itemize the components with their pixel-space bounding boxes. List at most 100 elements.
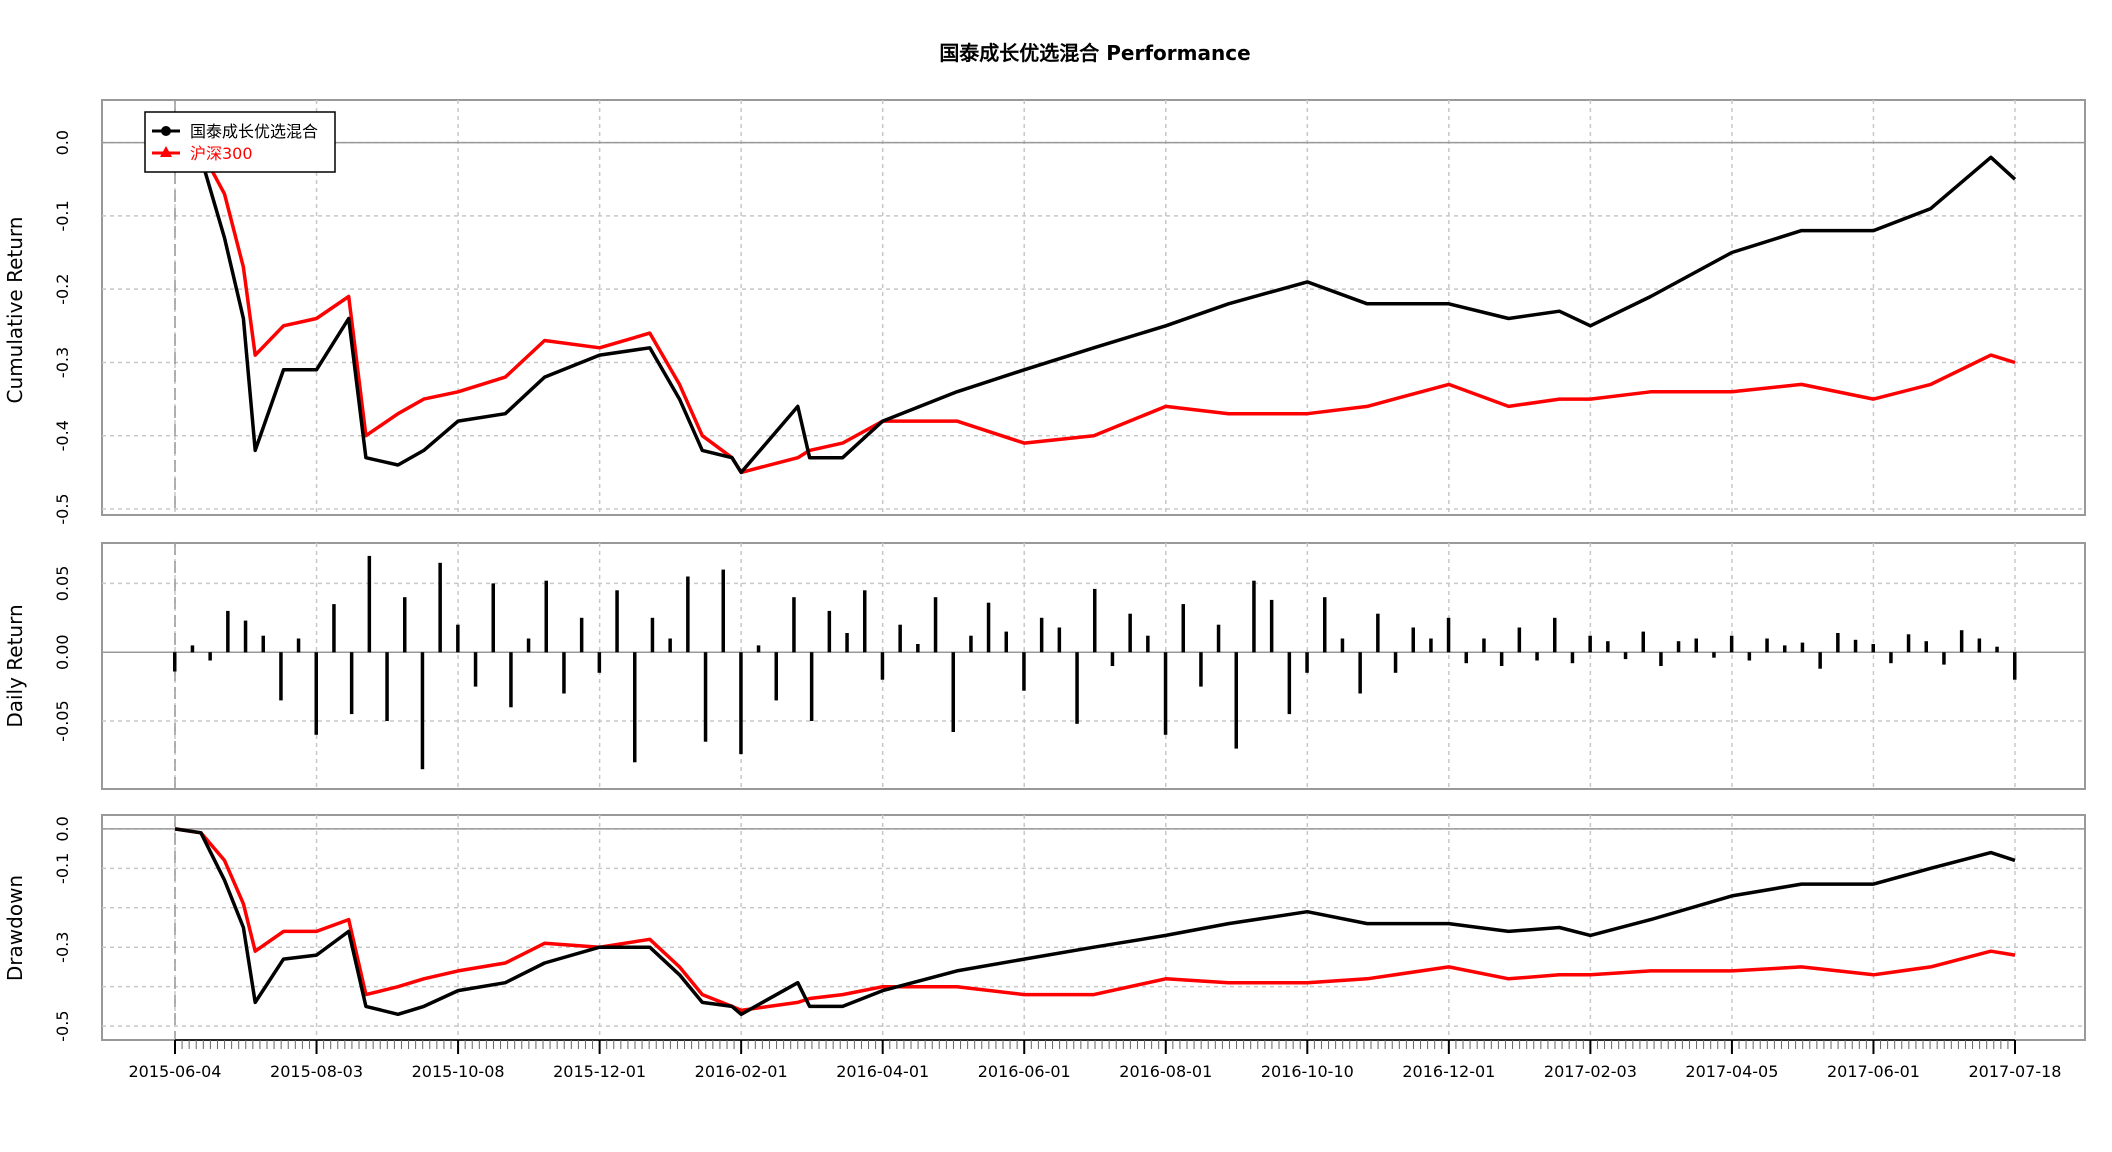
daily-return-bar — [1712, 652, 1716, 658]
legend-box — [144, 111, 336, 173]
daily-return-bar — [1942, 652, 1946, 665]
y-tick-label: -0.2 — [53, 274, 72, 305]
series-line-benchmark — [174, 140, 2016, 475]
legend-benchmark-label: 沪深300 — [190, 144, 253, 163]
daily-return-bar — [1181, 604, 1185, 653]
daily-return-bar — [1676, 641, 1681, 653]
cumulative-grid — [102, 100, 2085, 515]
daily-return-bar — [933, 597, 938, 653]
daily-return-bar — [898, 624, 902, 653]
daily-return-bar — [1977, 638, 1982, 653]
daily-return-bar — [332, 604, 336, 653]
daily-return-bar — [1216, 624, 1221, 653]
daily-return-bar — [1093, 588, 1097, 653]
daily-return-bar — [668, 638, 672, 653]
series-line-fund — [174, 141, 2017, 475]
daily-return-bar — [1889, 652, 1893, 664]
daily-return-bar — [739, 652, 743, 755]
daily-return-bar — [208, 652, 212, 661]
daily-return-bar — [863, 590, 867, 653]
daily-return-bar — [1800, 642, 1805, 653]
daily-return-bar — [1659, 652, 1663, 666]
daily-return-bar — [279, 652, 283, 701]
daily-return-bar — [1446, 617, 1451, 653]
daily-return-bar — [1004, 631, 1008, 653]
daily-return-bar — [986, 602, 991, 653]
cumulative-panel: 0.0 -0.1 -0.2 -0.3 -0.4 -0.5 Cumulative Retur… — [3, 99, 2086, 525]
daily-return-bar — [1287, 652, 1292, 715]
daily-return-bar — [650, 617, 655, 653]
daily-return-bar — [1022, 652, 1026, 691]
daily-bars — [173, 555, 2017, 770]
daily-return-bar — [544, 580, 548, 653]
daily-return-bar — [1234, 652, 1238, 749]
x-tick-label: 2017-06-01 — [1827, 1062, 1920, 1081]
daily-return-bar — [1340, 638, 1345, 653]
daily-return-bar — [1411, 627, 1415, 653]
daily-return-bar — [456, 624, 460, 653]
daily-return-bar — [1269, 599, 1274, 653]
y-tick-label: -0.5 — [53, 493, 72, 524]
daily-return-bar — [756, 645, 761, 653]
daily-return-bar — [1499, 652, 1504, 666]
daily-return-bar — [1871, 644, 1875, 653]
daily-return-bar — [243, 620, 248, 653]
daily-return-bar — [509, 652, 513, 708]
x-tick-label: 2015-08-03 — [270, 1062, 363, 1081]
daily-ylabel: Daily Return — [3, 604, 27, 727]
x-tick-label: 2016-04-01 — [836, 1062, 929, 1081]
daily-return-bar — [1482, 638, 1486, 653]
daily-return-bar — [1323, 597, 1327, 653]
daily-return-bar — [2013, 652, 2017, 680]
y-tick-label: -0.1 — [53, 853, 72, 884]
drawdown-panel-frame — [101, 814, 2086, 1041]
y-tick-label: -0.5 — [53, 1011, 72, 1042]
daily-return-bar — [721, 569, 725, 653]
daily-panel: 0.05 0.00 -0.05 Daily Return — [3, 542, 2086, 790]
x-tick-label: 2015-06-04 — [129, 1062, 222, 1081]
daily-return-bar — [969, 635, 973, 653]
daily-grid — [102, 543, 2085, 789]
daily-return-bar — [1783, 645, 1787, 653]
daily-return-bar — [1836, 633, 1840, 653]
daily-return-bar — [1110, 652, 1115, 666]
daily-return-bar — [491, 583, 495, 653]
cumulative-panel-frame — [101, 99, 2086, 516]
x-tick-label: 2015-12-01 — [553, 1062, 646, 1081]
daily-y-ticks: 0.05 0.00 -0.05 — [53, 566, 72, 742]
daily-return-bar — [226, 610, 230, 653]
daily-return-bar — [349, 652, 354, 715]
y-tick-label: -0.3 — [53, 347, 72, 378]
cumulative-y-ticks: 0.0 -0.1 -0.2 -0.3 -0.4 -0.5 — [53, 130, 72, 525]
daily-return-bar — [916, 644, 920, 653]
y-tick-label: -0.05 — [53, 700, 72, 741]
x-tick-label: 2017-04-05 — [1685, 1062, 1778, 1081]
daily-return-bar — [1853, 639, 1858, 653]
daily-return-bar — [190, 645, 195, 653]
daily-return-bar — [1729, 635, 1734, 653]
daily-return-bar — [615, 590, 619, 653]
daily-return-bar — [526, 638, 531, 653]
daily-return-bar — [1128, 613, 1132, 653]
daily-return-bar — [1924, 641, 1928, 653]
drawdown-lines — [174, 827, 2016, 1017]
x-tick-label: 2016-10-10 — [1261, 1062, 1354, 1081]
daily-return-bar — [1747, 652, 1752, 661]
daily-return-bar — [1393, 652, 1398, 673]
daily-return-bar — [1818, 652, 1822, 669]
y-tick-label: -0.4 — [53, 420, 72, 451]
daily-return-bar — [1146, 635, 1150, 653]
x-tick-label: 2017-07-18 — [1969, 1062, 2062, 1081]
x-tick-label: 2016-02-01 — [695, 1062, 788, 1081]
daily-return-bar — [703, 652, 708, 742]
daily-return-bar — [385, 652, 389, 721]
daily-return-bar — [562, 652, 566, 694]
daily-return-bar — [367, 555, 372, 653]
daily-return-bar — [579, 617, 584, 653]
drawdown-y-ticks: 0.0 -0.1 -0.3 -0.5 — [53, 816, 72, 1042]
daily-return-bar — [473, 652, 478, 687]
daily-return-bar — [1995, 646, 1999, 653]
y-tick-label: -0.3 — [53, 932, 72, 963]
daily-return-bar — [1906, 634, 1911, 653]
